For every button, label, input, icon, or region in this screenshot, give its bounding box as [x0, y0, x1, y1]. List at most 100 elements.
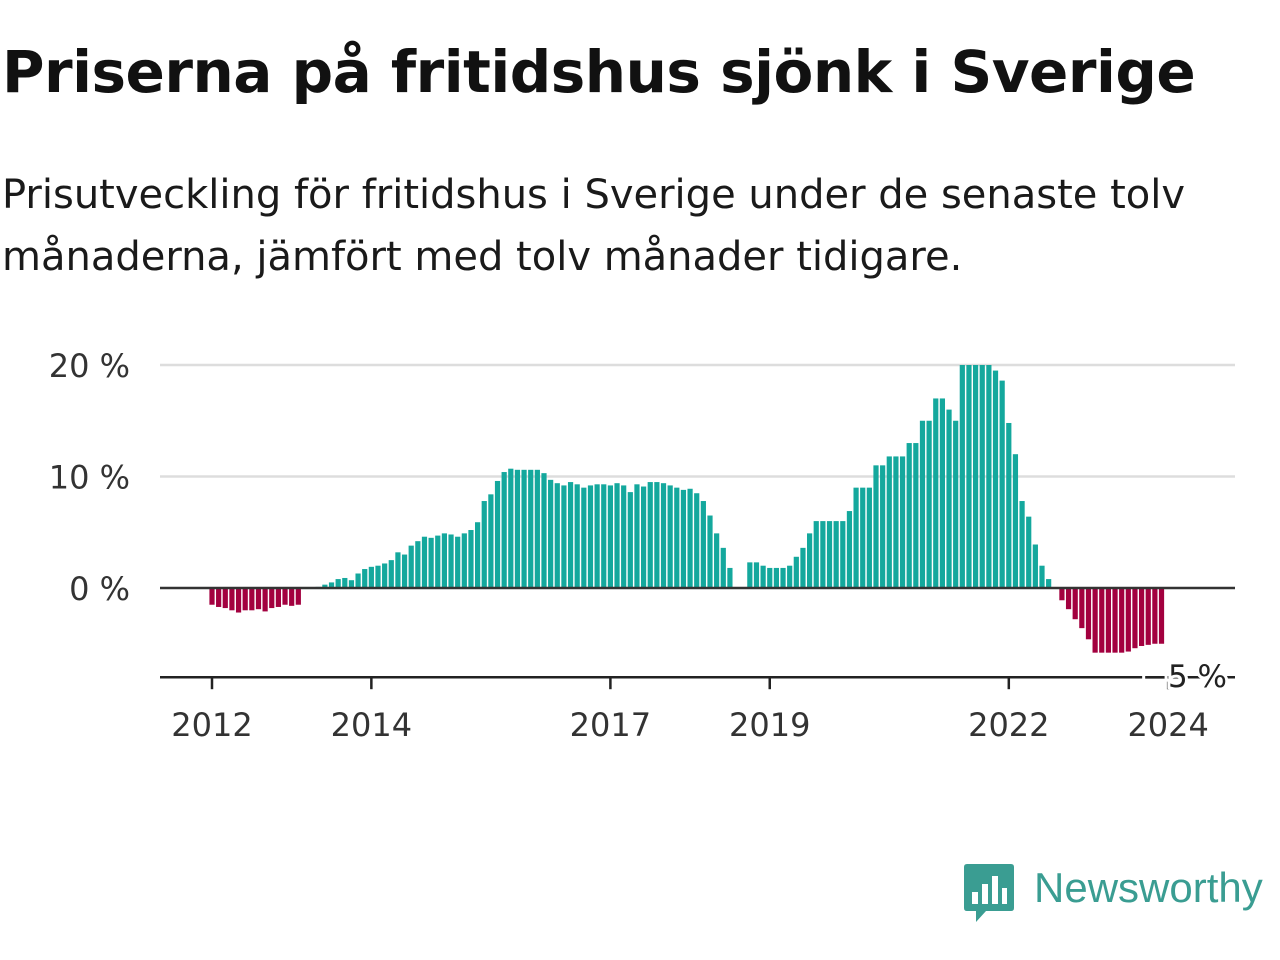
bar — [1158, 588, 1165, 644]
bar — [800, 547, 806, 588]
bars — [209, 365, 1165, 653]
bar — [641, 486, 647, 588]
bar — [886, 456, 892, 588]
bar — [534, 469, 540, 588]
chart-subtitle: Prisutveckling för fritidshus i Sverige … — [2, 172, 1186, 280]
bar — [1032, 544, 1038, 588]
bar — [807, 533, 813, 589]
bar — [601, 484, 607, 589]
bar — [793, 556, 799, 588]
bar — [1125, 588, 1131, 652]
bar — [846, 511, 853, 588]
bar — [1112, 588, 1118, 653]
bar — [508, 468, 514, 588]
bar — [494, 480, 501, 588]
bar — [946, 409, 952, 588]
bar — [481, 501, 487, 588]
bar — [428, 537, 434, 589]
bar — [468, 530, 474, 588]
bar — [687, 488, 693, 588]
bar — [667, 485, 673, 588]
bar — [242, 588, 248, 611]
bar — [647, 482, 653, 588]
x-tick-label: 2022 — [968, 706, 1049, 744]
brand-name: Newsworthy — [1034, 864, 1263, 911]
bar — [773, 567, 779, 588]
bar — [1039, 565, 1045, 588]
bar — [707, 515, 713, 588]
bar — [1065, 588, 1072, 610]
bar — [594, 484, 600, 589]
bar — [1012, 454, 1019, 588]
bar — [727, 567, 733, 588]
bar — [1079, 588, 1085, 629]
bar — [441, 533, 447, 589]
y-tick-label: 10 % — [49, 459, 130, 497]
bar — [388, 560, 394, 589]
bar — [660, 483, 667, 588]
annotation: −5 % — [1139, 656, 1230, 698]
bar — [621, 485, 627, 588]
bar — [275, 588, 281, 607]
bar — [501, 472, 507, 588]
bar — [826, 521, 833, 588]
x-tick-label: 2017 — [570, 706, 651, 744]
bar — [362, 569, 368, 588]
bar — [395, 552, 401, 588]
bar — [216, 588, 222, 607]
bar — [421, 536, 428, 588]
bar — [1099, 588, 1105, 653]
bar — [714, 533, 720, 589]
bar — [455, 536, 461, 588]
bar — [992, 370, 999, 588]
bar — [1046, 579, 1052, 588]
y-axis-labels: 0 % 10 % 20 % — [49, 347, 130, 608]
bar — [229, 588, 235, 611]
bar — [335, 579, 341, 588]
bar — [461, 533, 467, 589]
bar — [1105, 588, 1111, 653]
bar — [767, 567, 773, 588]
bar — [1152, 588, 1158, 644]
chart-title: Priserna på fritidshus sjönk i Sverige — [2, 38, 1196, 106]
bar — [654, 482, 660, 588]
bar — [209, 588, 215, 605]
bar — [342, 577, 348, 589]
bar — [966, 365, 972, 588]
bar — [528, 469, 534, 588]
bar — [720, 547, 726, 588]
bar — [747, 562, 753, 588]
bar — [1026, 516, 1032, 588]
bar — [561, 485, 567, 588]
bar — [368, 566, 374, 588]
bar — [880, 465, 886, 588]
bar — [382, 563, 388, 588]
y-tick-label: 0 % — [69, 570, 130, 608]
bar — [1019, 501, 1025, 588]
bar — [953, 420, 959, 588]
bar — [833, 521, 839, 588]
bar — [541, 473, 547, 588]
bar — [694, 493, 700, 589]
bar — [1072, 588, 1078, 620]
bar — [1139, 588, 1145, 646]
bar — [999, 380, 1005, 588]
bar — [860, 487, 866, 588]
x-tick-label: 2019 — [729, 706, 810, 744]
bar — [873, 465, 879, 588]
bar — [780, 567, 786, 588]
newsworthy-logo-icon — [964, 864, 1014, 922]
bar — [235, 588, 242, 613]
bar — [926, 420, 932, 588]
bar — [627, 492, 633, 588]
bar — [415, 541, 421, 588]
bar — [1085, 588, 1092, 640]
bar — [355, 573, 361, 588]
bar — [375, 565, 381, 588]
bar — [1132, 588, 1138, 649]
bar — [222, 588, 228, 609]
bar — [1092, 588, 1098, 653]
bar — [282, 588, 288, 605]
bar — [820, 521, 826, 588]
bar — [959, 365, 965, 588]
